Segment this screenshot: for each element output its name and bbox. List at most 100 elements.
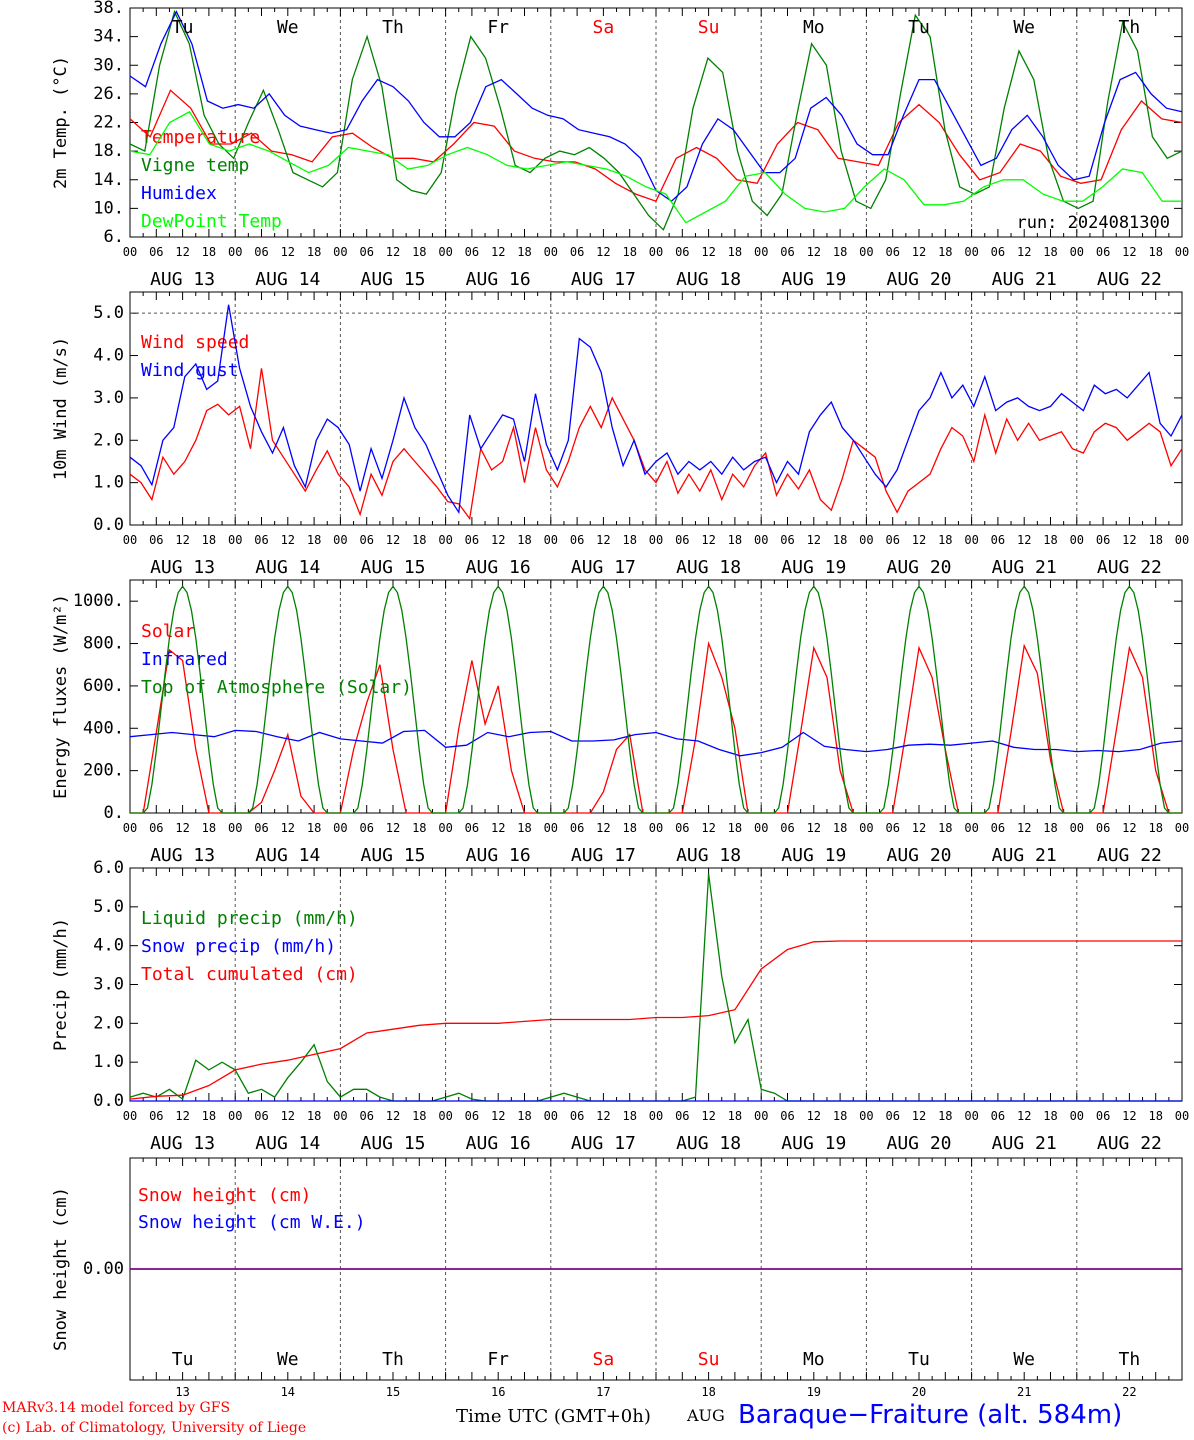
date-label: AUG 16 <box>466 557 531 578</box>
hour-label: 00 <box>333 821 347 835</box>
hour-label: 12 <box>386 1109 400 1123</box>
hour-label: 00 <box>1070 533 1084 547</box>
day-number: 13 <box>175 1385 189 1399</box>
month-label: AUG <box>687 1406 725 1425</box>
hour-label: 18 <box>728 821 742 835</box>
date-label: AUG 16 <box>466 845 531 866</box>
date-label: AUG 22 <box>1097 1133 1162 1154</box>
y-tick-label: 2.0 <box>93 1013 124 1033</box>
series-line-dewpoint-temp <box>129 110 1182 224</box>
hour-label: 00 <box>964 245 978 259</box>
weekday-label: We <box>277 1349 299 1370</box>
hour-label: 06 <box>780 533 794 547</box>
legend-wind-gust: Wind gust <box>141 360 239 381</box>
hour-label: 06 <box>254 821 268 835</box>
y-tick-label: 2.0 <box>93 430 124 450</box>
weekday-label: Sa <box>593 17 615 38</box>
hour-label: 00 <box>333 533 347 547</box>
hour-label: 18 <box>1148 533 1162 547</box>
y-tick-label: 6. <box>104 227 124 247</box>
hour-label: 18 <box>938 533 952 547</box>
run-label: run: 2024081300 <box>1016 213 1170 233</box>
hour-label: 00 <box>964 1109 978 1123</box>
hour-label: 18 <box>1043 821 1057 835</box>
y-tick-label: 34. <box>93 27 124 47</box>
date-label: AUG 18 <box>676 269 741 290</box>
hour-label: 18 <box>412 533 426 547</box>
hour-label: 00 <box>228 1109 242 1123</box>
y-tick-label: 400. <box>83 718 124 738</box>
y-axis-label: 2m Temp. (°C) <box>51 56 71 189</box>
weekday-label: Su <box>698 17 720 38</box>
hour-label: 18 <box>622 821 636 835</box>
hour-label: 00 <box>1070 821 1084 835</box>
hour-label: 00 <box>123 533 137 547</box>
date-label: AUG 15 <box>360 557 425 578</box>
hour-label: 00 <box>859 245 873 259</box>
hour-label: 12 <box>175 1109 189 1123</box>
y-tick-label: 10. <box>93 198 124 218</box>
hour-label: 12 <box>386 533 400 547</box>
weekday-label: Tu <box>908 1349 930 1370</box>
date-label: AUG 19 <box>781 1133 846 1154</box>
hour-label: 00 <box>754 1109 768 1123</box>
date-label: AUG 19 <box>781 269 846 290</box>
date-label: AUG 14 <box>255 1133 320 1154</box>
hour-label: 18 <box>622 1109 636 1123</box>
hour-label: 18 <box>833 1109 847 1123</box>
hour-label: 06 <box>991 245 1005 259</box>
hour-label: 12 <box>807 533 821 547</box>
hour-label: 00 <box>1175 1109 1189 1123</box>
hour-label: 00 <box>333 245 347 259</box>
hour-label: 06 <box>885 1109 899 1123</box>
day-number: 14 <box>281 1385 295 1399</box>
panel-4: 0.0 1.0 2.0 3.0 4.0 5.0 6.0 Precip (mm/h) Liquid… <box>51 858 1189 1154</box>
hour-label: 18 <box>517 533 531 547</box>
weekday-label: Th <box>382 1349 404 1370</box>
hour-label: 18 <box>307 1109 321 1123</box>
date-label: AUG 15 <box>360 1133 425 1154</box>
hour-label: 18 <box>1148 821 1162 835</box>
hour-label: 12 <box>281 245 295 259</box>
hour-label: 06 <box>359 1109 373 1123</box>
weekday-label: Tu <box>172 1349 194 1370</box>
date-label: AUG 16 <box>466 1133 531 1154</box>
hour-label: 18 <box>1043 533 1057 547</box>
y-tick-label: 30. <box>93 55 124 75</box>
legend-top-of-atmosphere-solar-: Top of Atmosphere (Solar) <box>141 677 412 698</box>
hour-label: 06 <box>570 245 584 259</box>
hour-label: 06 <box>149 821 163 835</box>
weekday-label: Mo <box>803 17 825 38</box>
hour-label: 00 <box>228 821 242 835</box>
hour-label: 00 <box>754 821 768 835</box>
weekday-label: Sa <box>593 1349 615 1370</box>
date-label: AUG 19 <box>781 557 846 578</box>
hour-label: 00 <box>859 821 873 835</box>
y-axis-label: Precip (mm/h) <box>51 918 71 1051</box>
hour-label: 00 <box>544 245 558 259</box>
hour-label: 12 <box>491 245 505 259</box>
date-label: AUG 15 <box>360 269 425 290</box>
hour-label: 06 <box>149 245 163 259</box>
hour-label: 12 <box>596 245 610 259</box>
date-label: AUG 18 <box>676 845 741 866</box>
series-line-wind-gust <box>129 304 1183 515</box>
series-line-top-of-atmosphere-solar- <box>130 585 1182 814</box>
hour-label: 06 <box>780 245 794 259</box>
hour-label: 00 <box>438 1109 452 1123</box>
day-number: 22 <box>1122 1385 1136 1399</box>
hour-label: 06 <box>254 245 268 259</box>
day-number: 17 <box>596 1385 610 1399</box>
hour-label: 06 <box>780 1109 794 1123</box>
y-tick-label: 14. <box>93 170 124 190</box>
y-axis-label: Snow height (cm) <box>51 1187 71 1351</box>
hour-label: 12 <box>596 821 610 835</box>
hour-label: 00 <box>649 533 663 547</box>
hour-label: 06 <box>675 533 689 547</box>
y-tick-label: 5.0 <box>93 303 124 323</box>
hour-label: 18 <box>202 821 216 835</box>
hour-label: 00 <box>1070 1109 1084 1123</box>
y-tick-label: 0. <box>104 803 124 823</box>
hour-label: 06 <box>1096 533 1110 547</box>
